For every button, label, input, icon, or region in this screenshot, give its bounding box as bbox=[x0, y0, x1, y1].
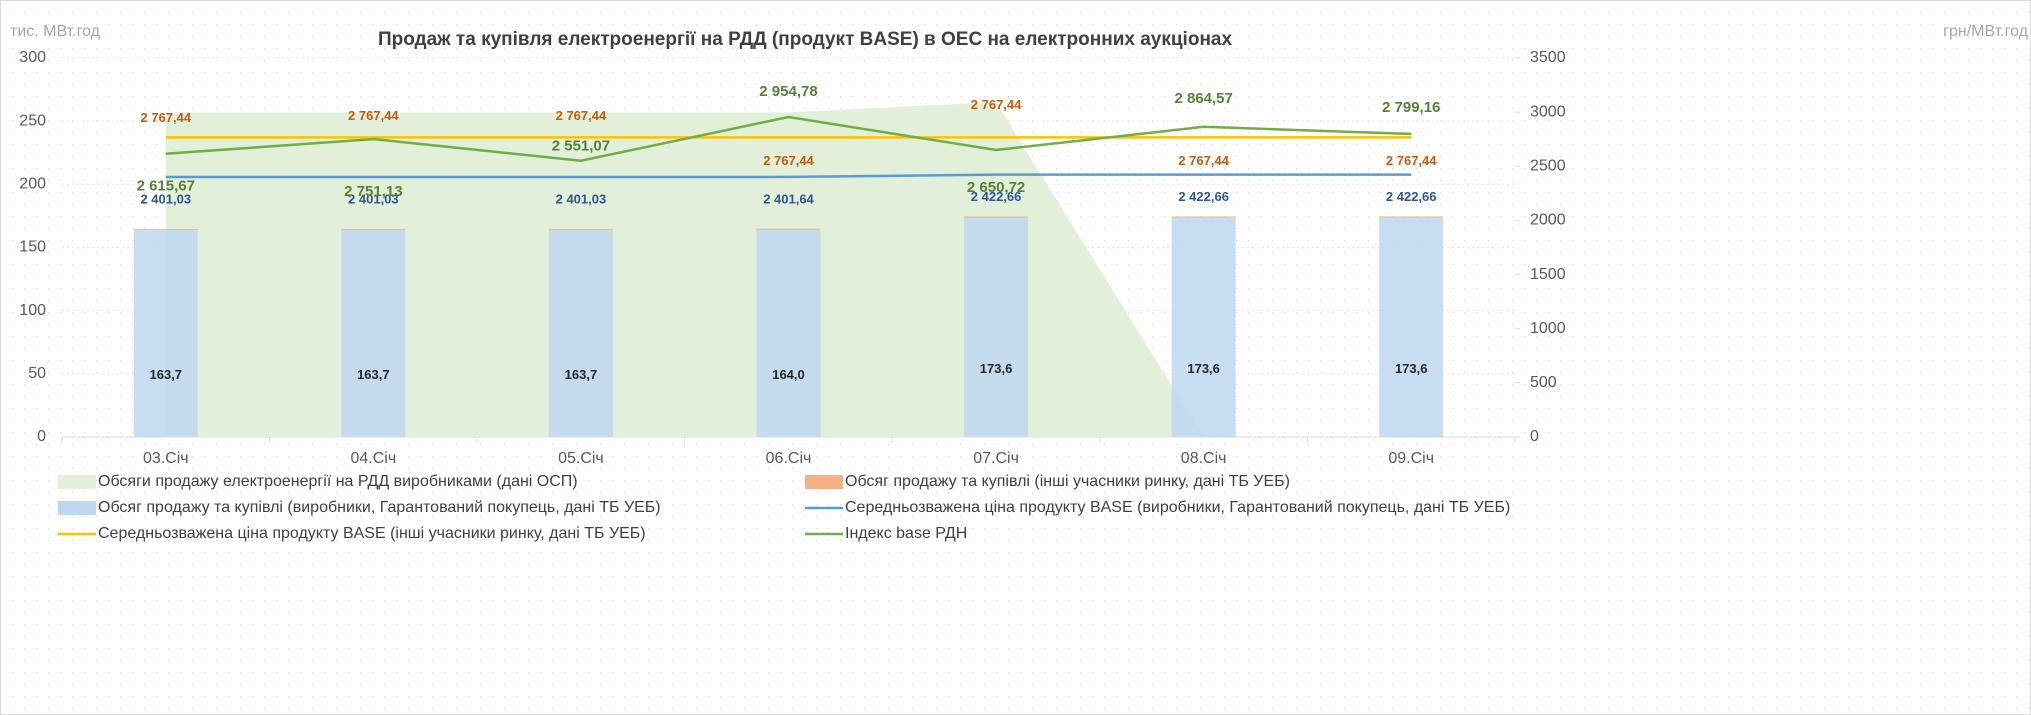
line bbox=[165, 173, 1412, 179]
data-label: 2 401,03 bbox=[556, 191, 607, 206]
y2-tick-label: 0 bbox=[1530, 428, 1539, 445]
y-tick-label: 50 bbox=[28, 365, 46, 382]
y2-tick-label: 3500 bbox=[1530, 49, 1566, 66]
data-label: 163,7 bbox=[565, 367, 598, 382]
bar bbox=[341, 230, 406, 437]
x-tick-label: 03.Січ bbox=[143, 450, 189, 467]
data-label: 173,6 bbox=[980, 361, 1013, 376]
data-label: 2 767,44 bbox=[556, 108, 607, 123]
bar bbox=[341, 228, 406, 231]
data-label: 2 767,44 bbox=[348, 108, 399, 123]
legend-swatch bbox=[58, 501, 96, 515]
x-tick-label: 04.Січ bbox=[351, 450, 397, 467]
y2-tick-label: 1500 bbox=[1530, 266, 1566, 283]
y-tick-label: 300 bbox=[19, 49, 46, 66]
chart-title: Продаж та купівля електроенергії на РДД … bbox=[378, 29, 1233, 50]
bar bbox=[548, 228, 613, 231]
data-label: 2 767,44 bbox=[140, 110, 191, 125]
bar bbox=[1171, 216, 1236, 218]
data-label: 2 422,66 bbox=[1178, 189, 1229, 204]
legend-label: Обсяг продажу та купівлі (інші учасники … bbox=[845, 473, 1290, 490]
data-label: 2 751,13 bbox=[344, 183, 402, 200]
data-label: 2 401,64 bbox=[763, 191, 814, 206]
bar bbox=[964, 217, 1029, 437]
y-tick-label: 250 bbox=[19, 112, 46, 129]
bar bbox=[133, 230, 198, 437]
bar bbox=[756, 228, 821, 230]
data-label: 2 401,03 bbox=[140, 191, 191, 206]
bar bbox=[1379, 217, 1444, 437]
data-label: 2 767,44 bbox=[1178, 153, 1229, 168]
legend-label: Індекс base РДН bbox=[845, 525, 967, 542]
legend-label: Обсяги продажу електроенергії на РДД вир… bbox=[98, 473, 578, 490]
data-label: 2 954,78 bbox=[759, 83, 817, 100]
x-tick-label: 05.Січ bbox=[558, 450, 604, 467]
y-tick-label: 100 bbox=[19, 302, 46, 319]
data-label: 2 650,72 bbox=[967, 179, 1025, 196]
legend-label: Обсяг продажу та купівлі (виробники, Гар… bbox=[98, 499, 661, 516]
bar bbox=[756, 229, 821, 437]
y2-tick-label: 500 bbox=[1530, 374, 1557, 391]
data-label: 163,7 bbox=[357, 367, 390, 382]
legend-label: Середньозважена ціна продукту BASE (виро… bbox=[845, 499, 1510, 516]
data-label: 2 799,16 bbox=[1382, 99, 1440, 116]
x-tick-label: 08.Січ bbox=[1181, 450, 1227, 467]
y-tick-label: 0 bbox=[37, 428, 46, 445]
x-tick-label: 09.Січ bbox=[1388, 450, 1434, 467]
y2-axis-label: грн/МВт.год bbox=[1943, 23, 2029, 40]
data-label: 173,6 bbox=[1187, 361, 1220, 376]
data-label: 2 864,57 bbox=[1174, 90, 1232, 107]
data-label: 2 767,44 bbox=[971, 97, 1022, 112]
data-label: 2 615,67 bbox=[137, 178, 195, 195]
data-label: 173,6 bbox=[1395, 361, 1428, 376]
legend-label: Середньозважена ціна продукту BASE (інші… bbox=[98, 525, 646, 542]
bar bbox=[548, 230, 613, 437]
data-label: 164,0 bbox=[772, 367, 805, 382]
y-axis-label: тис. МВт.год bbox=[10, 23, 101, 40]
data-label: 2 767,44 bbox=[763, 153, 814, 168]
data-label: 2 422,66 bbox=[1386, 189, 1437, 204]
data-label: 2 422,66 bbox=[971, 189, 1022, 204]
data-label: 2 551,07 bbox=[552, 138, 610, 155]
y2-tick-label: 3000 bbox=[1530, 103, 1566, 120]
line bbox=[165, 115, 1412, 163]
legend-swatch bbox=[805, 475, 843, 489]
data-label: 2 767,44 bbox=[1386, 153, 1437, 168]
y2-tick-label: 1000 bbox=[1530, 320, 1566, 337]
legend-swatch bbox=[58, 475, 96, 489]
y-tick-label: 200 bbox=[19, 176, 46, 193]
y2-tick-label: 2500 bbox=[1530, 158, 1566, 175]
x-tick-label: 06.Січ bbox=[766, 450, 812, 467]
bar bbox=[964, 216, 1029, 218]
x-tick-label: 07.Січ bbox=[973, 450, 1019, 467]
data-label: 2 401,03 bbox=[348, 191, 399, 206]
bar bbox=[1171, 217, 1236, 437]
y2-tick-label: 2000 bbox=[1530, 212, 1566, 229]
bar bbox=[1379, 216, 1444, 218]
bar bbox=[133, 228, 198, 231]
data-label: 163,7 bbox=[150, 367, 183, 382]
y-tick-label: 150 bbox=[19, 239, 46, 256]
